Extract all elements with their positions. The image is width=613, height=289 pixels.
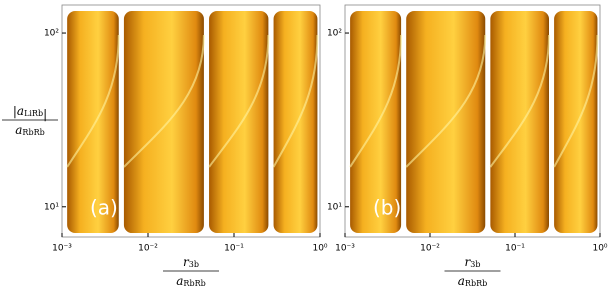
axis-label-part: r (465, 255, 472, 269)
surface-ridge (272, 34, 319, 168)
axis-label-denominator: aRbRb (458, 274, 487, 289)
plot-frame (61, 4, 321, 238)
axis-label-part: 3b (470, 260, 480, 269)
axis-label-part: a (176, 274, 183, 288)
panel-label: (b) (373, 196, 401, 220)
x-tick-label: 10⁰ (312, 244, 327, 254)
surface-ridge (208, 34, 270, 168)
x-tick-label: 10⁻² (138, 244, 158, 254)
x-tick-label: 10⁻³ (52, 244, 72, 254)
x-tick-label: 10⁰ (592, 244, 607, 254)
axis-label-part: |a (13, 104, 24, 118)
axis-label-denominator: aRbRb (176, 274, 205, 289)
axis-label-part: | (43, 107, 47, 121)
axis-label-part: a (458, 274, 465, 288)
surface-column (554, 11, 598, 233)
surface-ridge (553, 34, 599, 168)
surface-ridge (489, 34, 550, 168)
plot-frame (344, 4, 601, 238)
axis-label-part: RbRb (465, 279, 487, 288)
axis-label-part: r (183, 255, 190, 269)
surface-column (67, 11, 119, 233)
surface-column (123, 11, 204, 233)
x-tick-label: 10⁻¹ (224, 244, 244, 254)
axis-label-denominator: aRbRb (15, 123, 44, 138)
y-tick-label: 10¹ (327, 202, 342, 212)
axis-label-numerator: |aLiRb| (13, 104, 47, 121)
surface-ridge (66, 34, 120, 168)
axis-label-part: 3b (189, 260, 199, 269)
y-tick-label: 10² (44, 29, 59, 39)
surface-column (209, 11, 269, 233)
x-tick-label: 10⁻³ (335, 244, 355, 254)
surface-column (406, 11, 486, 233)
axis-label-numerator: r3b (183, 255, 199, 270)
surface-column (490, 11, 549, 233)
axis-label-part: a (15, 123, 22, 137)
x-tick-label: 10⁻¹ (505, 244, 525, 254)
surface-ridge (405, 34, 487, 168)
axis-label-part: RbRb (183, 279, 205, 288)
surface-column (273, 11, 318, 233)
axis-label-part: LiRb (24, 109, 43, 118)
axis-label-part: RbRb (22, 128, 44, 137)
y-tick-label: 10¹ (44, 202, 59, 212)
surface-ridge (349, 34, 403, 168)
surface-column (350, 11, 402, 233)
x-tick-label: 10⁻² (420, 244, 440, 254)
axis-label-numerator: r3b (465, 255, 481, 270)
y-tick-label: 10² (327, 29, 342, 39)
surface-ridge (123, 34, 205, 168)
panel-label: (a) (90, 196, 118, 220)
